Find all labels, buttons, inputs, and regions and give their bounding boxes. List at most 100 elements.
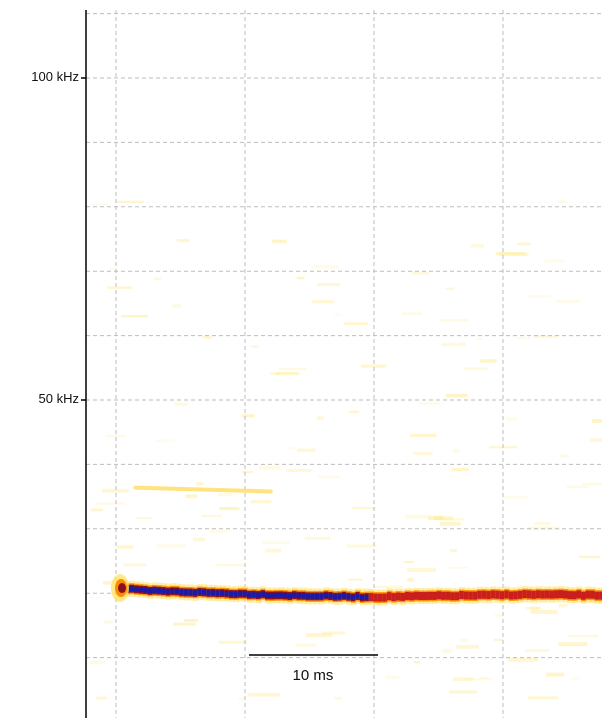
noise-speck (304, 536, 331, 540)
noise-speck (505, 417, 518, 421)
call-band-red (522, 590, 528, 599)
call-core-blue (219, 590, 226, 596)
call-band-red (517, 590, 524, 599)
call-band-red (468, 591, 474, 600)
call-band-red (585, 590, 592, 599)
noise-speck (196, 482, 204, 486)
noise-speck (445, 394, 468, 398)
noise-speck (94, 502, 126, 505)
noise-speck (451, 467, 469, 472)
call-band-red (590, 590, 596, 599)
noise-speck (296, 276, 305, 280)
noise-speck (334, 313, 342, 316)
noise-speck (527, 696, 559, 700)
grid (86, 10, 602, 718)
noise-speck (480, 359, 497, 363)
noise-speck (317, 475, 341, 479)
call-core-blue (292, 592, 298, 598)
call-core-blue (233, 591, 239, 597)
noise-speck (351, 507, 376, 510)
call-band-red (382, 593, 388, 602)
call-band-red (373, 593, 379, 602)
call-band-red (508, 591, 515, 600)
call-band-red (404, 591, 411, 600)
call-band-red (486, 591, 492, 600)
call-core-blue (278, 592, 285, 598)
noise-speck (237, 697, 245, 701)
call-core-blue (147, 588, 154, 594)
noise-speck (495, 252, 526, 256)
noise-speck (216, 563, 246, 567)
call-core-blue (138, 587, 145, 593)
call-core-blue (296, 593, 303, 599)
call-core-blue (364, 594, 370, 600)
call-band-red (413, 591, 420, 600)
call-band-red (549, 590, 555, 599)
noise-speck (241, 470, 254, 474)
noise-speck (347, 578, 363, 581)
call-core-blue (332, 594, 339, 600)
call-core-blue (341, 593, 348, 599)
noise-speck (498, 252, 529, 256)
call-core-blue (323, 592, 330, 598)
noise-speck (248, 692, 281, 697)
call-band-red (504, 590, 510, 599)
call-core-blue (170, 588, 176, 594)
noise-speck (544, 259, 564, 264)
noise-speck (453, 677, 474, 682)
noise-speck (529, 606, 542, 610)
noise-speck (121, 315, 149, 318)
noise-speck (494, 614, 502, 617)
noise-speck (476, 337, 483, 340)
noise-speck (264, 548, 282, 553)
noise-speck (446, 566, 469, 569)
noise-speck (558, 642, 588, 647)
background-noise (90, 200, 602, 701)
noise-speck (409, 433, 437, 437)
noise-speck (275, 372, 299, 376)
call-band-red (477, 590, 483, 599)
noise-speck (437, 517, 465, 521)
call-band-red (409, 592, 415, 601)
noise-speck (116, 545, 134, 549)
call-band-red (427, 591, 434, 600)
call-core-blue (283, 593, 289, 599)
noise-speck (136, 517, 153, 520)
noise-speck (322, 631, 346, 635)
call-core-blue (224, 590, 230, 596)
noise-speck (460, 638, 468, 643)
call-core-blue (251, 592, 257, 598)
noise-speck (185, 494, 198, 499)
call-band-red (395, 592, 402, 601)
noise-speck (104, 620, 114, 624)
noise-speck (269, 372, 282, 375)
call-band-red (499, 591, 506, 600)
call-core-blue (319, 593, 325, 599)
noise-speck (202, 336, 213, 339)
call-band-red (472, 591, 479, 600)
noise-speck (528, 526, 560, 530)
call-core-blue (314, 593, 321, 599)
scale-bar-label: 10 ms (292, 667, 334, 684)
call-core-blue (179, 589, 185, 595)
call-core-blue (129, 586, 136, 592)
noise-speck (571, 677, 580, 680)
call-core-blue (264, 592, 271, 598)
noise-speck (439, 521, 461, 526)
noise-speck (427, 516, 453, 521)
call-band-red (572, 591, 578, 600)
noise-speck (419, 402, 442, 405)
noise-speck (311, 264, 339, 269)
noise-speck (455, 644, 480, 649)
call-core-blue (165, 589, 172, 595)
noise-speck (508, 657, 538, 662)
call-core-blue (355, 593, 361, 599)
noise-speck (295, 643, 317, 647)
noise-speck (346, 544, 377, 548)
noise-speck (546, 672, 565, 677)
call-core-blue (269, 593, 276, 599)
noise-speck (92, 203, 109, 206)
noise-speck (502, 495, 528, 499)
noise-speck (412, 452, 433, 456)
noise-speck (348, 410, 360, 413)
